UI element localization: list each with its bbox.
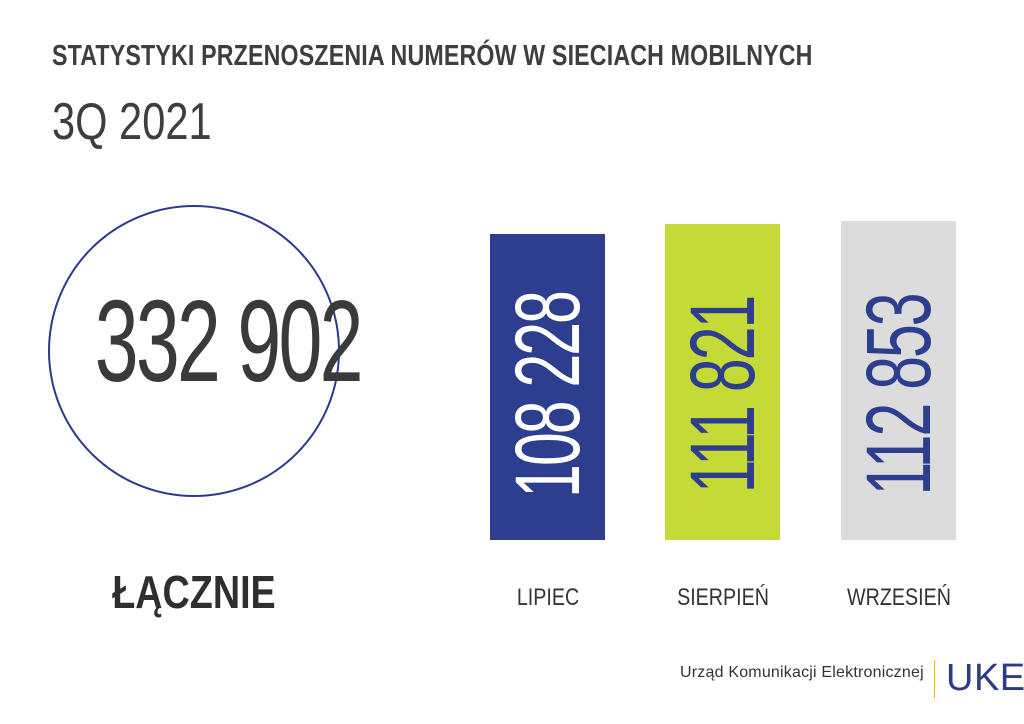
total-circle [48,205,340,497]
bar-value-label: 112 853 [847,294,950,496]
bar-3 [841,221,956,540]
month-label: WRZESIEŃ [846,584,951,611]
month-label: SIERPIEŃ [676,584,769,611]
total-value: 332 902 [94,276,364,406]
chart-period: 3Q 2021 [52,93,212,151]
total-label: ŁĄCZNIE [112,566,276,618]
bar-value-label: 111 821 [671,296,774,494]
footer-divider [934,660,935,698]
bar-1 [490,234,605,540]
month-label: LIPIEC [516,584,579,611]
uke-logo: UKE [946,657,1024,699]
organization-name: Urząd Komunikacji Elektronicznej [680,664,924,681]
bar-value-label: 108 228 [496,292,599,498]
bar-2 [665,224,780,540]
chart-title: STATYSTYKI PRZENOSZENIA NUMERÓW W SIECIA… [52,40,813,72]
